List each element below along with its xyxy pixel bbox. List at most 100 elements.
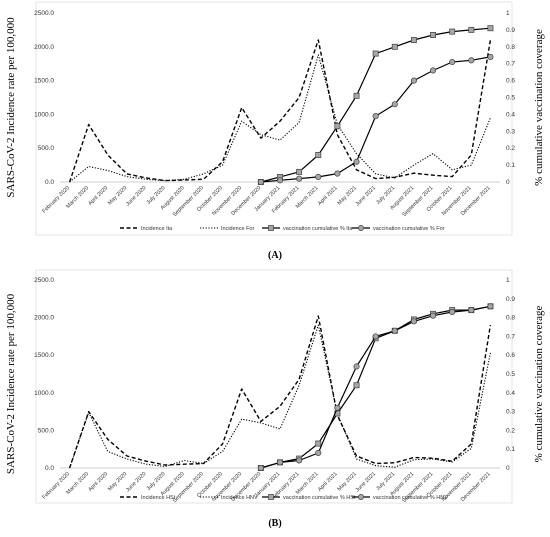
x-tick-label: June 2021 — [355, 185, 377, 207]
y-tick-label: 1000.0 — [34, 111, 54, 118]
legend-label-2: vaccination cumulative % HSt — [283, 495, 356, 501]
y2-tick-label: 0.6 — [506, 352, 515, 359]
series-line-0 — [68, 39, 492, 183]
legend-label-1: Incidence For — [221, 226, 254, 232]
y2-tick-label: 0.8 — [506, 315, 515, 322]
series-line-1 — [69, 54, 491, 183]
data-point-circle — [391, 101, 398, 108]
chart-b: 0.0 500.0 1000.0 1500.0 2000.0 2500.0 0 0.1 0.2 0… — [5, 269, 545, 529]
data-point-circle — [315, 173, 322, 180]
chart-frame — [35, 269, 513, 504]
data-point-circle — [487, 303, 494, 310]
data-point-square — [353, 92, 360, 99]
y2-tick-label: 0.5 — [506, 95, 515, 102]
data-point-square — [334, 123, 341, 130]
data-point-circle — [468, 307, 475, 314]
data-point-square — [315, 440, 322, 447]
y2-tick-label: 0.1 — [506, 162, 515, 169]
y-tick-label: 2500.0 — [34, 10, 54, 17]
y2-tick-label: 0.3 — [506, 128, 515, 135]
y2-tick-label: 0.5 — [506, 371, 515, 378]
series-line-2 — [260, 305, 491, 469]
y-tick-label: 1000.0 — [34, 390, 54, 397]
y-tick-label: 1500.0 — [34, 78, 54, 85]
y2-tick-label: 0.1 — [506, 446, 515, 453]
y2-tick-label: 0.7 — [506, 61, 515, 68]
legend-marker-square — [268, 494, 274, 500]
data-point-square — [410, 37, 417, 43]
y2-tick-label: 0.8 — [506, 44, 515, 51]
data-point-circle — [410, 77, 417, 84]
data-point-circle — [353, 158, 360, 165]
y-tick-label: 2000.0 — [34, 44, 54, 51]
series-line-3 — [260, 56, 491, 183]
y2-tick-label: 1 — [506, 10, 510, 17]
legend-label-0: Incidence Ita — [141, 226, 173, 232]
x-tick-label: April 2020 — [87, 471, 109, 493]
data-point-circle — [487, 53, 494, 60]
y-tick-label: 1500.0 — [34, 352, 54, 359]
x-tick-label: June 2020 — [125, 471, 147, 493]
series-line-3 — [260, 305, 491, 469]
data-point-square — [430, 32, 436, 38]
legend-marker-square — [268, 225, 274, 231]
y2-axis-title: % cumulative vaccination coverage — [533, 306, 545, 463]
data-point-square — [468, 26, 475, 33]
x-tick-label: April 2020 — [87, 185, 109, 207]
data-point-square — [372, 50, 379, 57]
legend-label-1: Incidence HNV — [221, 495, 258, 501]
data-point-circle — [334, 404, 341, 411]
panel-caption: (A) — [268, 250, 282, 261]
y2-tick-label: 0.6 — [506, 78, 515, 85]
data-point-circle — [334, 170, 341, 177]
y2-tick-label: 0 — [506, 465, 510, 472]
panel-caption: (B) — [268, 518, 281, 529]
legend-label-0: Incidence HSt — [141, 495, 176, 501]
y2-tick-label: 0.2 — [506, 145, 515, 152]
data-point-circle — [276, 177, 284, 184]
data-point-circle — [315, 449, 322, 457]
y-tick-label: 500.0 — [38, 145, 55, 152]
data-point-circle — [296, 175, 303, 182]
y2-tick-label: 0.3 — [506, 409, 515, 416]
y-axis-title: SARS-CoV-2 Incidence rate per 100,000 — [5, 293, 17, 474]
series-line-0 — [68, 315, 492, 469]
y2-tick-label: 0.4 — [506, 390, 515, 397]
y2-tick-label: 0.4 — [506, 111, 515, 118]
legend-marker-circle — [358, 225, 364, 231]
y2-tick-label: 0.9 — [506, 27, 515, 34]
data-point-circle — [429, 312, 437, 319]
y2-tick-label: 1 — [506, 277, 510, 284]
y2-tick-label: 0.7 — [506, 333, 515, 340]
y2-tick-label: 0 — [506, 179, 510, 186]
data-point-circle — [449, 58, 456, 66]
x-tick-label: April 2021 — [317, 471, 339, 493]
x-tick-label: April 2021 — [317, 185, 339, 207]
y-tick-label: 500.0 — [38, 427, 55, 434]
data-point-circle — [372, 333, 379, 340]
data-point-circle — [257, 178, 264, 186]
data-point-circle — [410, 318, 417, 325]
series-line-1 — [69, 324, 491, 469]
data-point-square — [353, 382, 360, 389]
legend-label-3: vaccination cumulative % HNV — [373, 495, 448, 501]
data-point-circle — [276, 459, 284, 466]
y-tick-label: 2000.0 — [34, 315, 54, 322]
y-tick-label: 2500.0 — [34, 277, 54, 284]
legend-label-3: vaccination cumulative % For — [373, 226, 445, 232]
data-point-circle — [468, 57, 475, 64]
data-point-square — [487, 25, 494, 32]
y-tick-label: 0.0 — [45, 179, 54, 186]
x-tick-label: February 2020 — [41, 185, 71, 215]
data-point-circle — [353, 363, 360, 370]
y-axis-title: SARS-CoV-2 Incidence rate per 100,000 — [5, 17, 17, 198]
legend-marker-circle — [358, 494, 364, 500]
data-point-circle — [429, 67, 437, 74]
data-point-circle — [449, 308, 456, 316]
y-tick-label: 0.0 — [45, 465, 54, 472]
chart-a: 0.0 500.0 1000.0 1500.0 2000.0 2500.0 0 0.1 0.2 0… — [5, 1, 545, 261]
x-tick-label: June 2021 — [355, 471, 377, 493]
data-point-square — [315, 152, 322, 158]
data-point-circle — [257, 464, 264, 472]
